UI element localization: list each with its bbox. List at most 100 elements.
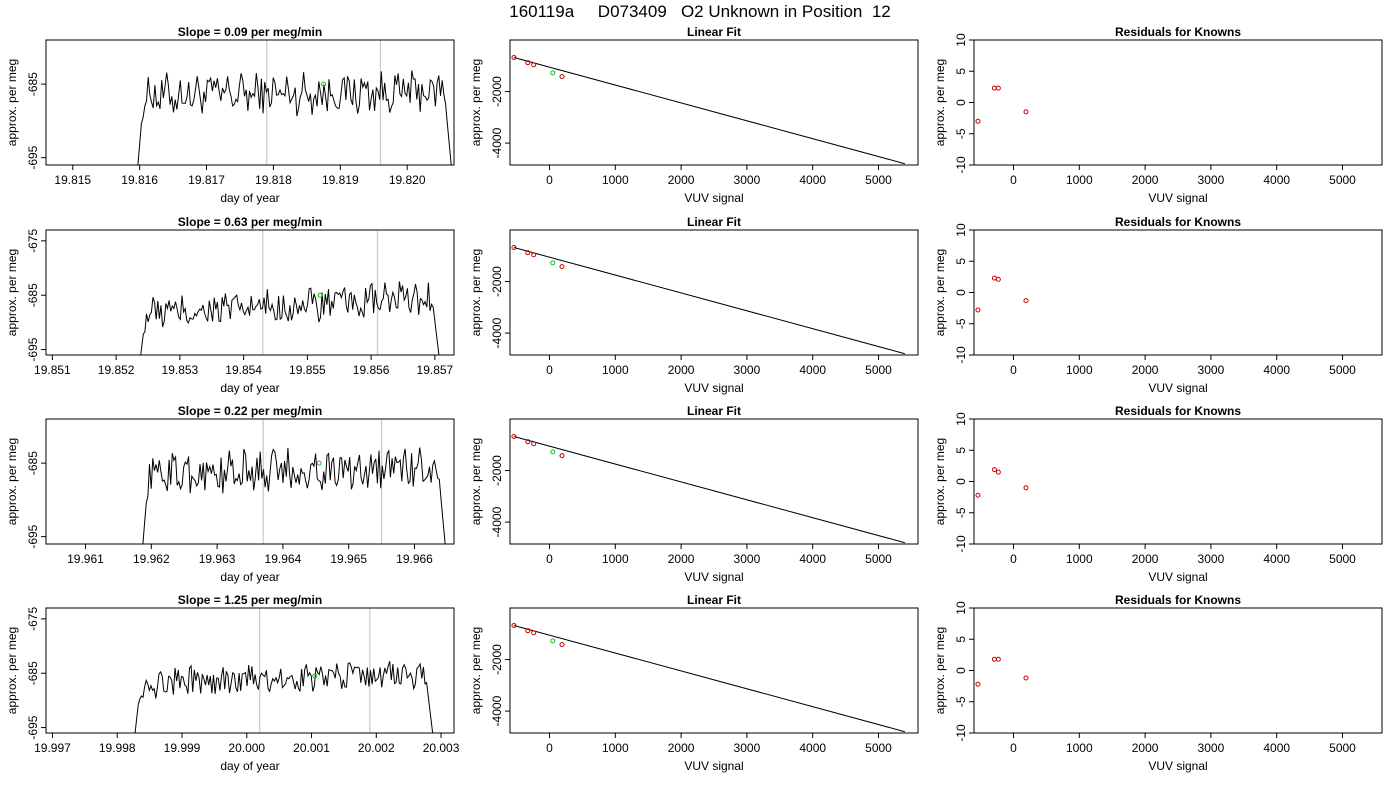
data-series-line [140,281,440,355]
plot-area [137,40,452,165]
y-tick-label: 0 [954,99,968,106]
y-axis-label: approx. per meg [933,59,947,146]
y-tick-label: -685 [26,451,40,475]
fit-panel-row-1: Linear Fit VUV signal approx. per meg 0 1000… [469,25,919,205]
y-tick-label: -10 [954,346,968,364]
x-tick-label: 5000 [865,552,892,566]
panel-title: Linear Fit [687,593,741,607]
plot-frame [45,607,455,734]
residual-point [995,276,1001,282]
known-point [511,623,517,629]
residual-point [1023,485,1029,491]
y-axis-label: approx. per meg [5,59,19,146]
y-axis-label: approx. per meg [5,438,19,525]
x-tick-label: 19.852 [98,363,135,377]
x-tick-label: 20.000 [228,741,265,755]
y-axis-label: approx. per meg [469,438,483,525]
x-tick-label: 3000 [734,363,761,377]
y-axis-label: approx. per meg [933,438,947,525]
x-tick-label: 19.998 [99,741,136,755]
y-tick-label: 10 [954,412,968,426]
plot-frame [973,229,1383,356]
x-tick-label: 1000 [1066,552,1093,566]
plot-area [142,419,446,544]
unknown-marker [316,460,322,466]
residual-point [1023,109,1029,115]
residuals-panel-row-4: Residuals for Knowns VUV signal approx. pe… [933,593,1383,773]
x-tick-label: 1000 [1066,741,1093,755]
residual-point [991,656,997,662]
x-tick-label: 19.817 [188,173,225,187]
plot-area [511,434,905,544]
known-point [531,62,537,68]
y-axis-label: approx. per meg [933,249,947,336]
fit-line [513,625,905,733]
x-axis-label: VUV signal [684,381,743,395]
x-tick-label: 19.961 [67,552,104,566]
x-tick-label: 20.003 [423,741,460,755]
x-tick-label: 19.999 [164,741,201,755]
known-point [531,630,537,636]
x-axis-label: day of year [220,759,279,773]
x-tick-label: 1000 [602,552,629,566]
x-tick-label: 20.001 [293,741,330,755]
y-tick-label: -685 [26,72,40,96]
y-tick-label: 0 [954,478,968,485]
x-axis-label: VUV signal [684,759,743,773]
x-tick-label: 0 [546,363,553,377]
known-point [525,60,531,66]
x-tick-label: 5000 [1329,552,1356,566]
x-tick-label: 2000 [1132,363,1159,377]
x-tick-label: 19.851 [34,363,71,377]
x-tick-label: 19.853 [162,363,199,377]
plot-area [511,55,905,165]
unknown-marker [312,673,318,679]
residual-point [991,275,997,281]
y-tick-label: -10 [954,535,968,553]
x-tick-label: 0 [546,173,553,187]
x-axis-label: VUV signal [1148,191,1207,205]
y-axis-label: approx. per meg [469,627,483,714]
y-axis-label: approx. per meg [5,627,19,714]
x-tick-label: 19.966 [396,552,433,566]
y-tick-label: -4000 [490,506,504,537]
plot-area [140,230,440,355]
x-tick-label: 20.002 [358,741,395,755]
plot-frame [509,39,919,166]
residual-point [995,656,1001,662]
y-tick-label: -695 [26,337,40,361]
x-tick-label: 5000 [865,741,892,755]
y-tick-label: -4000 [490,317,504,348]
x-tick-label: 19.997 [34,741,71,755]
x-tick-label: 4000 [799,741,826,755]
known-point [525,439,531,445]
y-tick-label: -675 [26,229,40,253]
x-tick-label: 19.856 [353,363,390,377]
y-tick-label: -695 [26,524,40,548]
residual-point [995,85,1001,91]
x-tick-label: 3000 [734,552,761,566]
y-tick-label: 10 [954,223,968,237]
panel-title: Slope = 0.63 per meg/min [178,215,322,229]
y-axis-label: approx. per meg [469,59,483,146]
x-tick-label: 19.818 [255,173,292,187]
x-tick-label: 19.815 [54,173,91,187]
residual-point [991,85,997,91]
y-tick-label: 10 [954,33,968,47]
y-tick-label: 0 [954,667,968,674]
panel-title: Slope = 1.25 per meg/min [178,593,322,607]
y-tick-label: -2000 [490,644,504,675]
x-tick-label: 0 [546,552,553,566]
plot-frame [973,39,1383,166]
drift-panel-row-2: Slope = 0.63 per meg/min day of year appro… [5,215,455,395]
x-tick-label: 1000 [602,173,629,187]
y-tick-label: 5 [954,636,968,643]
plot-area [975,467,1029,498]
unknown-point [550,70,556,76]
x-tick-label: 3000 [1198,173,1225,187]
known-point [559,74,565,80]
residual-point [975,492,981,498]
x-axis-label: day of year [220,570,279,584]
fit-line [513,436,905,544]
plot-frame [973,607,1383,734]
